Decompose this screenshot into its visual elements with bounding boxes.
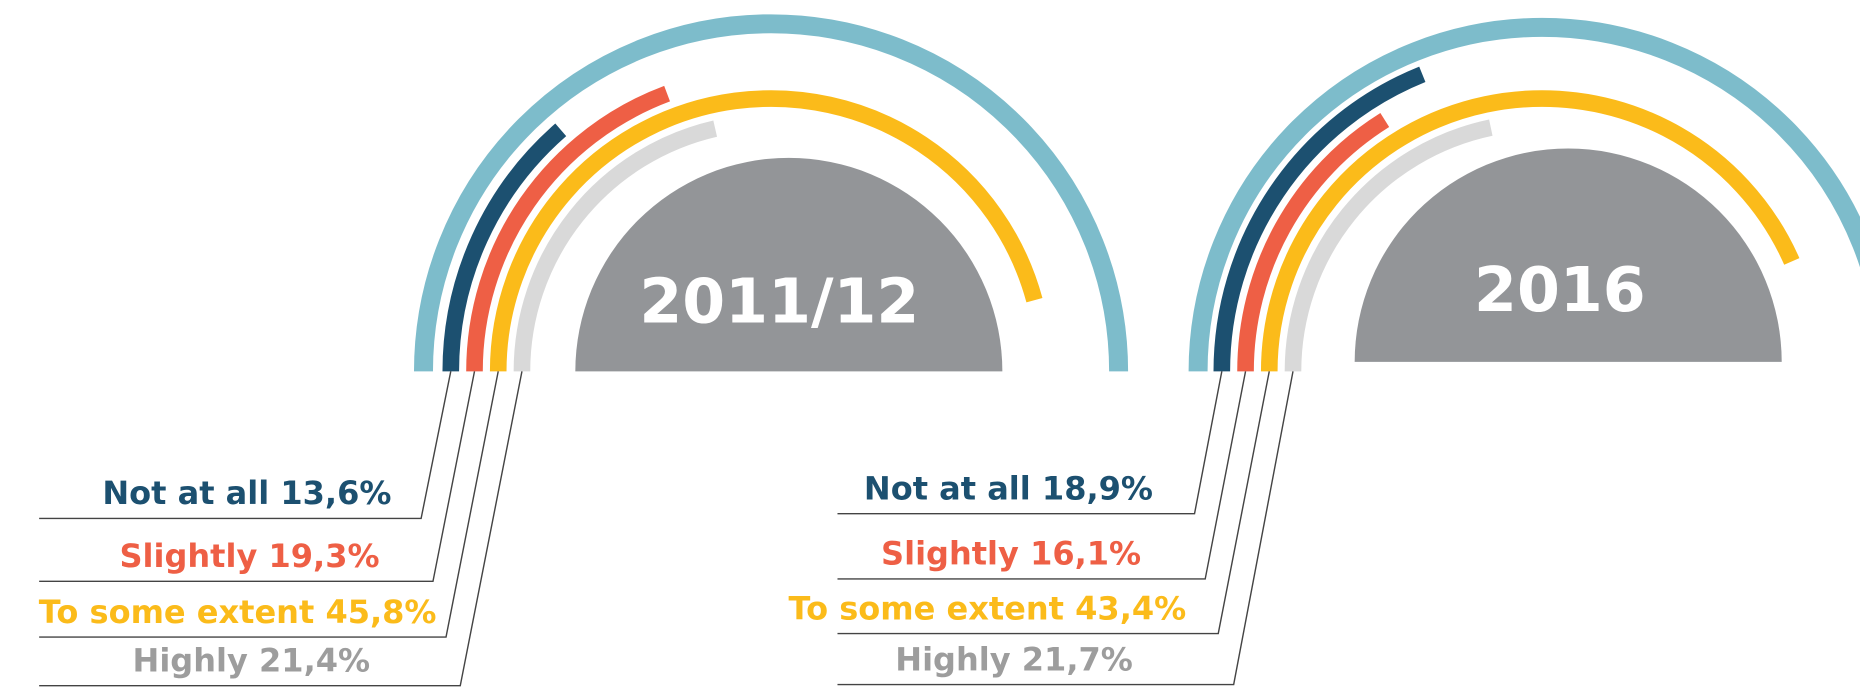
radial-bar (1260, 90, 1800, 372)
bar-label: To some extent 45,8% (39, 593, 437, 631)
radial-bar (1213, 66, 1426, 372)
bar-label: Slightly 19,3% (119, 537, 379, 575)
value-label: 16,1% (1030, 535, 1141, 573)
bar-label: Highly 21,4% (133, 641, 371, 679)
leader-line (39, 371, 499, 638)
chart-title: 2016 (1474, 254, 1646, 326)
radial-bar (1237, 112, 1390, 372)
leader-line (39, 371, 523, 687)
category-label: Slightly (881, 535, 1019, 573)
center-disc (575, 157, 1003, 372)
radial-bar (1284, 119, 1493, 372)
bar-label: Not at all 13,6% (102, 474, 391, 512)
leader-line (837, 371, 1294, 686)
chart-title: 2011/12 (639, 266, 919, 338)
value-label: 19,3% (269, 537, 380, 575)
track-ring (1188, 17, 1860, 372)
leader-line (39, 371, 452, 520)
radial-bar (513, 120, 718, 372)
category-label: Not at all (864, 469, 1031, 507)
bar-label: To some extent 43,4% (789, 589, 1187, 627)
bar-label: Highly 21,7% (895, 640, 1133, 678)
radial-bar (466, 85, 671, 372)
leader-line (39, 371, 476, 583)
bar-label: Slightly 16,1% (881, 535, 1141, 573)
value-label: 21,4% (259, 641, 370, 679)
leader-line (837, 371, 1247, 580)
radial-bar (489, 90, 1043, 372)
value-label: 21,7% (1022, 640, 1133, 678)
center-disc (1354, 148, 1782, 362)
leader-line (837, 371, 1270, 635)
value-label: 45,8% (325, 593, 436, 631)
value-label: 43,4% (1075, 589, 1186, 627)
category-label: To some extent (789, 589, 1064, 627)
leader-line (837, 371, 1223, 515)
value-label: 13,6% (280, 474, 391, 512)
category-label: Highly (133, 641, 248, 679)
category-label: To some extent (39, 593, 314, 631)
value-label: 18,9% (1042, 469, 1153, 507)
category-label: Not at all (102, 474, 269, 512)
radial-bar (442, 123, 567, 372)
category-label: Highly (895, 640, 1010, 678)
bar-label: Not at all 18,9% (864, 469, 1153, 507)
category-label: Slightly (119, 537, 257, 575)
track-ring (413, 14, 1129, 372)
